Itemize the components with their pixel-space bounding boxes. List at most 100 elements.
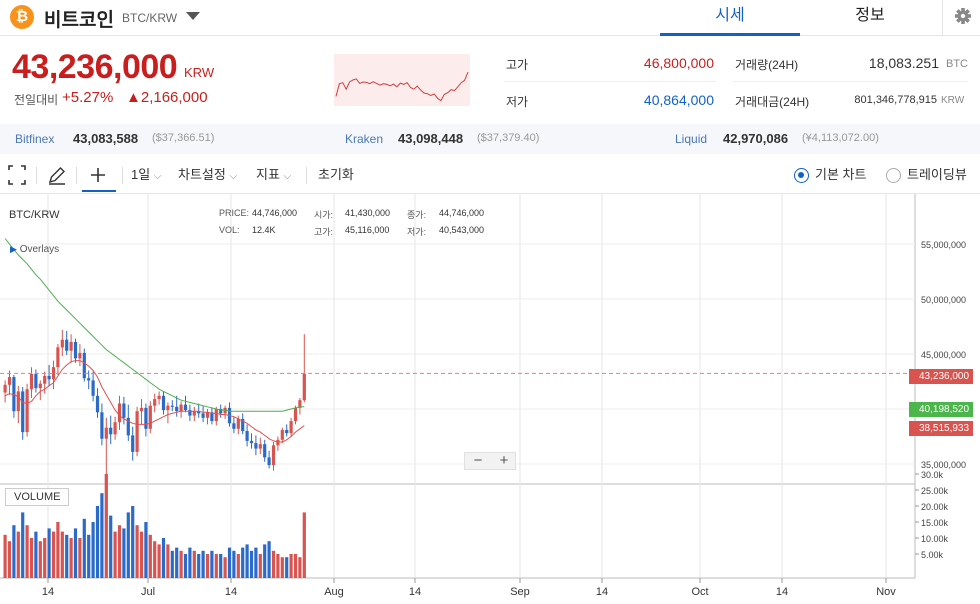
exchange-name-liquid[interactable]: Liquid xyxy=(675,132,708,146)
basic-chart-radio[interactable] xyxy=(794,168,809,183)
tab-info[interactable]: 정보 xyxy=(855,7,885,24)
chart-settings-dropdown[interactable]: 차트설정 ⌵ xyxy=(178,158,237,192)
volume-bar xyxy=(100,493,104,578)
chart-toolbar: 1일 ⌵ 차트설정 ⌵ 지표 ⌵ 초기화 기본 차트 트레이딩뷰 xyxy=(0,158,980,194)
tab-price[interactable]: 시세 xyxy=(660,0,800,36)
candle-body xyxy=(100,412,104,439)
basic-chart-label[interactable]: 기본 차트 xyxy=(815,167,867,182)
volume-bar xyxy=(183,554,188,578)
exchange-name-kraken[interactable]: Kraken xyxy=(345,132,384,146)
volume-bar xyxy=(236,554,240,578)
volume-bar xyxy=(95,506,100,578)
volume-bar xyxy=(144,522,148,578)
gear-icon[interactable] xyxy=(942,0,980,36)
pencil-icon[interactable] xyxy=(46,158,68,192)
volume-bar xyxy=(16,531,20,578)
time-tick-label: Aug xyxy=(324,586,344,598)
volume-bar xyxy=(267,541,271,578)
exchange-usd-kraken: ($37,379.40) xyxy=(477,132,540,144)
candle-body xyxy=(298,400,302,408)
candle-body xyxy=(249,440,254,444)
low-label: 저가 xyxy=(506,95,529,109)
price-chart[interactable]: 35,000,00040,000,00045,000,00050,000,000… xyxy=(0,194,980,604)
chevron-down-icon: ⌵ xyxy=(283,171,292,182)
coin-dropdown-icon[interactable] xyxy=(186,12,200,20)
candle-body xyxy=(60,339,64,348)
volume-bar xyxy=(227,547,232,578)
price-summary: 43,236,000 KRW 전일대비 +5.27% ▲2,166,000 고가… xyxy=(0,36,980,124)
volume-bar xyxy=(289,554,293,578)
exchange-usd-bitfinex: ($37,366.51) xyxy=(152,132,215,144)
overlays-toggle[interactable]: ▶ Overlays xyxy=(10,244,59,255)
candle-body xyxy=(192,411,196,416)
candle-body xyxy=(139,407,144,412)
volume-tick-label: 5.00k xyxy=(921,550,944,560)
exchange-price-kraken: 43,098,448 xyxy=(398,131,464,146)
volume-bar xyxy=(298,557,302,578)
candle-body xyxy=(91,380,95,396)
volume-bar xyxy=(65,534,69,578)
volume-tick-label: 10.00k xyxy=(921,534,949,544)
amount-24h-label: 거래대금(24H) xyxy=(735,95,810,109)
volume-bar xyxy=(254,547,258,578)
tradingview-radio[interactable] xyxy=(886,168,901,183)
indicators-label: 지표 xyxy=(256,167,280,182)
zoom-out-button[interactable]: − xyxy=(473,452,483,469)
price-tick-label: 45,000,000 xyxy=(921,350,966,360)
volume-bar xyxy=(91,522,95,578)
volume-bar xyxy=(139,531,144,578)
volume-tick-label: 20.00k xyxy=(921,502,949,512)
triangle-right-icon: ▶ xyxy=(10,244,17,254)
candle-body xyxy=(267,457,271,466)
candlestick-chart[interactable]: 35,000,00040,000,00045,000,00050,000,000… xyxy=(0,194,980,604)
candle-body xyxy=(43,376,47,384)
candle-body xyxy=(170,405,174,407)
ohlc-vol-label: VOL: xyxy=(219,225,240,235)
indicators-dropdown[interactable]: 지표 ⌵ xyxy=(256,158,291,192)
candle-body xyxy=(236,418,240,429)
volume-bar xyxy=(117,525,122,578)
bitcoin-logo-icon: ₿ xyxy=(10,5,34,29)
divider xyxy=(36,167,37,184)
reset-button[interactable]: 초기화 xyxy=(318,167,354,182)
candle-body xyxy=(109,427,113,435)
amount-24h-unit: KRW xyxy=(941,95,965,106)
candle-body xyxy=(157,395,161,400)
candle-body xyxy=(3,384,7,393)
volume-bar xyxy=(179,550,183,578)
volume-panel-label: VOLUME xyxy=(5,488,70,506)
volume-bar xyxy=(113,531,117,578)
candle-body xyxy=(87,378,91,381)
current-price-tag: 43,236,000 xyxy=(909,369,974,384)
volume-bar xyxy=(170,550,174,578)
candle-body xyxy=(241,418,245,431)
volume-bar xyxy=(69,538,73,578)
ohlc-high-value: 45,116,000 xyxy=(345,225,390,235)
crosshair-icon[interactable] xyxy=(82,158,116,192)
exchange-name-bitfinex[interactable]: Bitfinex xyxy=(15,132,55,146)
exchange-price-bitfinex: 43,083,588 xyxy=(73,131,139,146)
volume-tick-label: 30.0k xyxy=(921,470,944,480)
candle-body xyxy=(131,435,135,452)
candle-body xyxy=(117,403,122,423)
current-price: 43,236,000 xyxy=(12,48,178,86)
volume-bar xyxy=(263,544,267,578)
candle-body xyxy=(73,341,78,359)
current-price-unit: KRW xyxy=(184,65,215,80)
zoom-in-button[interactable]: + xyxy=(499,452,509,469)
volume-bar xyxy=(109,515,113,578)
volume-bar xyxy=(131,506,135,578)
divider xyxy=(76,167,77,184)
candle-body xyxy=(21,391,25,433)
coin-name: 비트코인 xyxy=(44,10,114,31)
candle-body xyxy=(25,389,29,433)
overlays-label: Overlays xyxy=(19,244,60,255)
period-dropdown[interactable]: 1일 ⌵ xyxy=(131,158,161,192)
candle-body xyxy=(29,373,34,390)
candle-body xyxy=(34,373,38,389)
ma-short-tag: 38,515,933 xyxy=(909,421,974,436)
chevron-down-icon: ⌵ xyxy=(153,171,162,182)
fullscreen-icon[interactable] xyxy=(6,158,28,192)
tradingview-label[interactable]: 트레이딩뷰 xyxy=(907,167,967,182)
candle-body xyxy=(113,422,117,435)
